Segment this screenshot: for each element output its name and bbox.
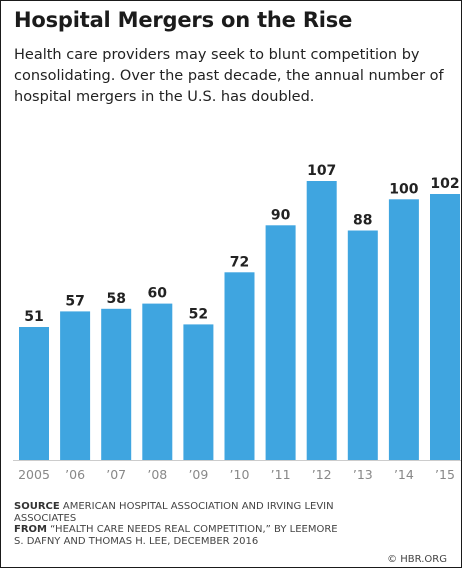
bar-3 bbox=[142, 303, 173, 460]
bar-5 bbox=[224, 272, 255, 460]
chart-subtitle: Health care providers may seek to blunt … bbox=[14, 47, 444, 105]
bar-9 bbox=[388, 199, 419, 461]
bar-8 bbox=[347, 230, 378, 460]
data-label-1: 57 bbox=[65, 293, 84, 309]
bar-10 bbox=[430, 194, 460, 460]
x-tick-label-10: ’15 bbox=[435, 467, 455, 482]
bar-2 bbox=[101, 308, 132, 460]
from-line: FROM “HEALTH CARE NEEDS REAL COMPETITION… bbox=[14, 524, 344, 547]
data-label-3: 60 bbox=[148, 286, 168, 302]
x-tick-label-2: ’07 bbox=[106, 467, 126, 482]
from-text: “HEALTH CARE NEEDS REAL COMPETITION,” BY… bbox=[14, 524, 338, 547]
x-tick-label-9: ’14 bbox=[394, 467, 414, 482]
x-tick-label-1: ’06 bbox=[65, 467, 85, 482]
source-label: SOURCE bbox=[14, 501, 60, 512]
data-label-9: 100 bbox=[389, 181, 418, 197]
bar-6 bbox=[265, 225, 296, 460]
data-label-0: 51 bbox=[24, 309, 43, 325]
data-label-8: 88 bbox=[353, 213, 372, 229]
x-tick-label-5: ’10 bbox=[230, 467, 250, 482]
x-tick-label-3: ’08 bbox=[147, 467, 167, 482]
source-note: SOURCE AMERICAN HOSPITAL ASSOCIATION AND… bbox=[14, 501, 344, 547]
x-tick-label-0: 2005 bbox=[18, 467, 50, 482]
x-tick-label-7: ’12 bbox=[312, 467, 332, 482]
bar-7 bbox=[306, 181, 337, 460]
x-tick-label-8: ’13 bbox=[353, 467, 373, 482]
credit-text: © HBR.ORG bbox=[387, 554, 447, 565]
from-label: FROM bbox=[14, 524, 47, 536]
bar-1 bbox=[60, 311, 91, 460]
data-label-6: 90 bbox=[271, 207, 291, 223]
bar-0 bbox=[19, 327, 49, 460]
x-tick-label-6: ’11 bbox=[271, 467, 291, 482]
data-label-2: 58 bbox=[106, 291, 125, 307]
chart-title: Hospital Mergers on the Rise bbox=[14, 8, 353, 32]
source-line: SOURCE AMERICAN HOSPITAL ASSOCIATION AND… bbox=[14, 501, 344, 524]
data-label-5: 72 bbox=[230, 254, 249, 270]
data-label-7: 107 bbox=[307, 163, 336, 179]
source-text: AMERICAN HOSPITAL ASSOCIATION AND IRVING… bbox=[14, 501, 334, 524]
data-label-10: 102 bbox=[430, 176, 459, 192]
data-label-4: 52 bbox=[189, 306, 208, 322]
bar-4 bbox=[183, 324, 214, 460]
x-tick-label-4: ’09 bbox=[188, 467, 208, 482]
